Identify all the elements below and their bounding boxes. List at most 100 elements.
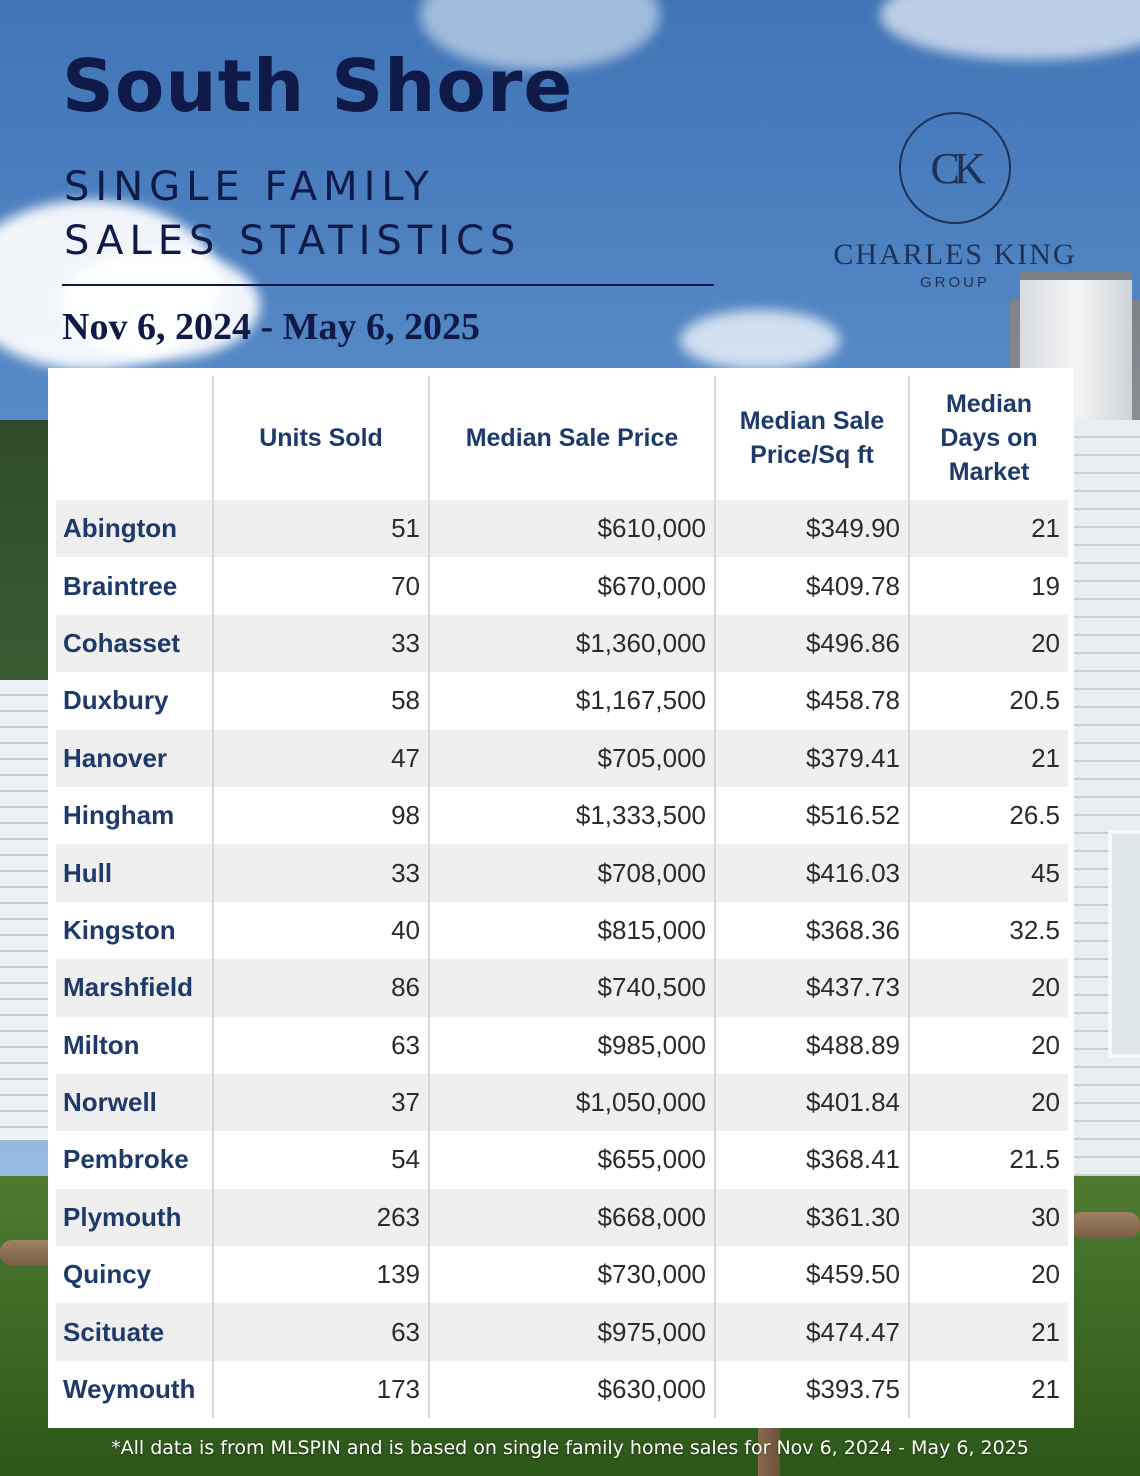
table-row: Marshfield 86 $740,500 $437.73 20: [56, 959, 1068, 1017]
median-sale-price-cell: $985,000: [428, 1016, 715, 1074]
table-row: Kingston 40 $815,000 $368.36 32.5: [56, 901, 1068, 960]
units-sold-cell: 51: [212, 500, 429, 558]
median-days-on-market-cell: 19: [908, 557, 1068, 615]
stats-panel: Units Sold Median Sale Price Median Sale…: [48, 368, 1074, 1428]
table-row: Scituate 63 $975,000 $474.47 21: [56, 1303, 1068, 1361]
town-name-cell: Hull: [56, 844, 213, 902]
median-price-per-sqft-cell: $409.78: [714, 557, 909, 615]
median-price-per-sqft-cell: $401.84: [714, 1073, 909, 1132]
column-header-town: [56, 376, 213, 500]
median-price-per-sqft-cell: $393.75: [714, 1360, 909, 1419]
units-sold-cell: 86: [212, 959, 429, 1017]
town-name-cell: Abington: [56, 500, 213, 558]
town-name-cell: Duxbury: [63, 685, 169, 716]
median-sale-price-cell: $630,000: [428, 1360, 715, 1419]
median-days-on-market-cell: 21: [908, 1360, 1068, 1419]
column-header-median-sale-price: Median Sale Price: [428, 376, 715, 500]
brand-logo: CK CHARLES KING GROUP: [830, 112, 1080, 291]
units-sold-cell: 37: [212, 1073, 429, 1132]
logo-name: CHARLES KING: [833, 238, 1077, 271]
median-days-on-market-cell: 20: [908, 1246, 1068, 1304]
units-sold-cell: 33: [212, 614, 429, 673]
units-sold-cell: 54: [212, 1131, 429, 1189]
median-days-on-market-cell: 32.5: [908, 901, 1068, 960]
median-days-on-market-cell: 30: [908, 1188, 1068, 1247]
logo-group: GROUP: [919, 274, 990, 291]
median-days-on-market-cell: 20.5: [908, 672, 1068, 730]
median-sale-price-cell: $670,000: [428, 557, 715, 615]
house-siding-left: [0, 680, 50, 1140]
median-sale-price-cell: $705,000: [428, 729, 715, 787]
median-days-on-market-cell: 26.5: [908, 786, 1068, 845]
median-days-on-market-cell: 21.5: [908, 1131, 1068, 1189]
median-price-per-sqft-cell: $458.78: [714, 672, 909, 730]
units-sold-cell: 63: [212, 1303, 429, 1361]
median-sale-price-cell: $1,333,500: [428, 786, 715, 845]
median-sale-price-cell: $708,000: [428, 844, 715, 902]
units-sold-cell: 70: [212, 557, 429, 615]
town-name-cell: Hanover: [56, 729, 213, 787]
town-name-cell: Milton: [63, 1029, 140, 1060]
units-sold-cell: 98: [212, 786, 429, 845]
table-row: Cohasset 33 $1,360,000 $496.86 20: [56, 614, 1068, 673]
house-window: [1108, 830, 1140, 1058]
median-sale-price-cell: $975,000: [428, 1303, 715, 1361]
table-row: Milton 63 $985,000 $488.89 20: [56, 1016, 1068, 1074]
town-name-cell: Hingham: [63, 800, 175, 831]
median-sale-price-cell: $610,000: [428, 500, 715, 558]
table-row: Duxbury 58 $1,167,500 $458.78 20.5: [56, 672, 1068, 730]
table-row: Hingham 98 $1,333,500 $516.52 26.5: [56, 786, 1068, 845]
table-row: Quincy 139 $730,000 $459.50 20: [56, 1246, 1068, 1304]
median-sale-price-cell: $730,000: [428, 1246, 715, 1304]
median-sale-price-cell: $655,000: [428, 1131, 715, 1189]
median-sale-price-cell: $1,050,000: [428, 1073, 715, 1132]
units-sold-cell: 58: [212, 672, 429, 730]
title-divider: [62, 284, 714, 286]
cloud: [680, 310, 840, 370]
table-row: Plymouth 263 $668,000 $361.30 30: [56, 1188, 1068, 1247]
subtitle-line: SALES STATISTICS: [64, 218, 522, 264]
page-title: South Shore: [62, 44, 574, 128]
table-row: Abington 51 $610,000 $349.90 21: [56, 500, 1068, 558]
median-sale-price-cell: $815,000: [428, 901, 715, 960]
cloud: [60, 250, 260, 360]
median-days-on-market-cell: 20: [908, 959, 1068, 1017]
median-days-on-market-cell: 20: [908, 1016, 1068, 1074]
table-row: Hanover 47 $705,000 $379.41 21: [56, 729, 1068, 787]
column-header-median-days-on-market: Median Days on Market: [908, 376, 1068, 500]
table-row: Pembroke 54 $655,000 $368.41 21.5: [56, 1131, 1068, 1189]
page-subtitle: SINGLE FAMILY SALES STATISTICS: [64, 160, 521, 268]
fence-post: [758, 1426, 780, 1476]
town-name-cell: Kingston: [63, 914, 176, 945]
units-sold-cell: 33: [212, 844, 429, 902]
units-sold-cell: 263: [212, 1188, 429, 1247]
median-price-per-sqft-cell: $379.41: [714, 729, 909, 787]
units-sold-cell: 173: [212, 1360, 429, 1419]
footnote: *All data is from MLSPIN and is based on…: [111, 1437, 1029, 1459]
median-sale-price-cell: $1,167,500: [428, 672, 715, 730]
median-days-on-market-cell: 21: [908, 729, 1068, 787]
town-name-cell: Plymouth: [56, 1188, 213, 1247]
median-price-per-sqft-cell: $361.30: [714, 1188, 909, 1247]
units-sold-cell: 63: [212, 1016, 429, 1074]
median-price-per-sqft-cell: $474.47: [714, 1303, 909, 1361]
column-header-units-sold: Units Sold: [212, 376, 429, 500]
table-row: Weymouth 173 $630,000 $393.75 21: [56, 1360, 1068, 1419]
median-price-per-sqft-cell: $496.86: [714, 614, 909, 673]
median-price-per-sqft-cell: $349.90: [714, 500, 909, 558]
median-price-per-sqft-cell: $437.73: [714, 959, 909, 1017]
table-body: Abington 51 $610,000 $349.90 21 Braintree 70 $6…: [56, 500, 1068, 1419]
median-price-per-sqft-cell: $368.41: [714, 1131, 909, 1189]
column-header-median-price-per-sqft: Median Sale Price/Sq ft: [714, 376, 909, 500]
town-name-cell: Scituate: [56, 1303, 213, 1361]
median-days-on-market-cell: 20: [908, 614, 1068, 673]
town-name-cell: Pembroke: [63, 1144, 189, 1175]
median-days-on-market-cell: 45: [908, 844, 1068, 902]
table-row: Hull 33 $708,000 $416.03 45: [56, 844, 1068, 902]
median-days-on-market-cell: 21: [908, 500, 1068, 558]
logo-monogram-circle: CK: [899, 112, 1011, 224]
median-sale-price-cell: $668,000: [428, 1188, 715, 1247]
date-range: Nov 6, 2024 - May 6, 2025: [62, 306, 480, 348]
town-name-cell: Braintree: [63, 570, 178, 601]
median-price-per-sqft-cell: $416.03: [714, 844, 909, 902]
